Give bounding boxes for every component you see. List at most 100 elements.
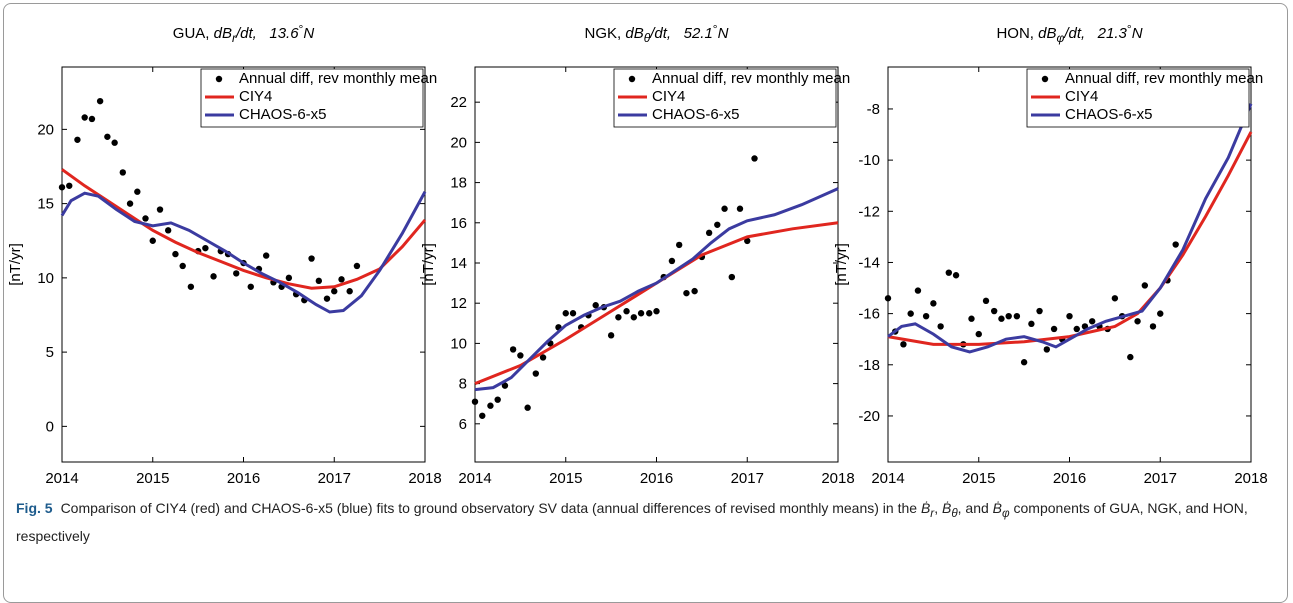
data-point (607, 332, 615, 339)
data-point (119, 169, 127, 176)
x-tick-label: 2015 (549, 470, 582, 487)
data-point (998, 315, 1005, 322)
data-point (937, 323, 944, 330)
title-part: /dt, 21.3 (1063, 25, 1127, 42)
data-point (149, 237, 156, 244)
data-point (66, 182, 73, 189)
y-tick-label: -16 (858, 306, 880, 323)
title-part: ° (1127, 22, 1132, 36)
data-point (202, 244, 209, 252)
x-tick-label: 2014 (45, 470, 78, 487)
data-point (58, 184, 66, 191)
legend-box (1026, 68, 1250, 128)
caption-text: components of GUA, NGK, and HON, respect… (16, 500, 1248, 544)
title-part: HON, (996, 25, 1038, 42)
y-tick-label: 18 (450, 175, 467, 192)
data-line (61, 168, 427, 290)
data-point (1141, 282, 1149, 289)
page: GUA, dBr/dt, 13.6°N 0 5 10 15 20 2014 2015 2016 2… (3, 3, 1288, 603)
y-tick-label: 5 (46, 344, 54, 361)
x-tick-label: 2018 (821, 470, 854, 487)
x-tick-label: 2016 (640, 470, 673, 487)
y-tick-label: -8 (867, 101, 880, 118)
data-point (308, 255, 315, 262)
y-tick-label: 10 (450, 335, 467, 352)
data-point (982, 297, 990, 305)
legend-label: CHAOS-6-x5 (1065, 106, 1153, 123)
data-point (142, 215, 149, 222)
data-point (1043, 346, 1051, 353)
data-point (721, 205, 728, 212)
data-point (262, 252, 270, 259)
data-point (539, 354, 547, 361)
legend-label: CIY4 (1065, 88, 1098, 105)
legend-label: CHAOS-6-x5 (239, 106, 327, 123)
data-point (74, 136, 81, 143)
data-line (887, 103, 1253, 354)
data-point (494, 396, 501, 403)
title-part: r (232, 31, 237, 45)
y-tick-label: 0 (46, 418, 54, 435)
data-point (524, 404, 531, 411)
y-tick-label: -10 (858, 152, 880, 169)
y-tick-label: 22 (450, 94, 467, 111)
data-point (179, 262, 186, 270)
legend-label: CHAOS-6-x5 (652, 106, 740, 123)
legend-box (200, 68, 424, 128)
caption-symbol-base: Ḃ (941, 500, 952, 516)
data-point (164, 227, 172, 234)
caption-label: Fig. 5 (16, 500, 53, 516)
data-point (952, 272, 960, 279)
data-point (930, 300, 937, 307)
data-point (637, 310, 645, 317)
title-part: N (1132, 25, 1143, 42)
title-part: NGK, (585, 25, 626, 42)
data-point (1050, 325, 1058, 333)
y-tick-label: 6 (459, 416, 467, 433)
data-point (615, 314, 622, 321)
x-tick-label: 2014 (458, 470, 491, 487)
data-point (88, 115, 96, 123)
data-point (1149, 323, 1157, 330)
data-line (474, 187, 839, 392)
data-point (907, 310, 914, 317)
title-part: ° (299, 22, 304, 36)
y-axis-label: [nT/yr] (833, 243, 850, 286)
title-part: φ (1057, 31, 1065, 45)
data-point (1073, 325, 1080, 333)
data-point (683, 289, 690, 297)
data-point (623, 308, 630, 315)
caption-symbol-sub: φ (1002, 506, 1010, 520)
data-point (353, 262, 361, 270)
x-tick-label: 2017 (1144, 470, 1177, 487)
data-point (532, 370, 540, 377)
y-tick-label: 10 (37, 270, 54, 287)
title-part: /dt, 52.1 (649, 25, 713, 42)
y-tick-label: 8 (459, 376, 467, 393)
chart-title: GUA, dBr/dt, 13.6°N (173, 22, 315, 46)
title-part: GUA, (173, 25, 214, 42)
data-point (1020, 359, 1028, 366)
data-point (675, 241, 683, 249)
legend-label: CIY4 (652, 88, 685, 105)
legend-label: Annual diff, rev monthly mean (239, 70, 437, 87)
data-point (1028, 320, 1035, 328)
legend-marker (628, 75, 636, 83)
data-point (187, 283, 195, 290)
data-point (210, 273, 217, 280)
y-tick-label: -12 (858, 203, 880, 220)
x-tick-label: 2016 (227, 470, 260, 487)
data-point (705, 229, 713, 237)
data-point (323, 295, 331, 302)
data-point (134, 188, 141, 195)
chart: GUA, dBr/dt, 13.6°N 0 5 10 15 20 2014 2015 2016 2… (7, 22, 442, 487)
plot-area (474, 66, 839, 463)
caption-symbol: Ḃr (921, 500, 934, 520)
legend-box (613, 68, 837, 128)
title-part: /dt, 13.6 (235, 25, 299, 42)
title-part: dB (214, 25, 232, 42)
data-point (315, 277, 323, 285)
data-point (1005, 312, 1012, 320)
caption-symbol-sub: θ (951, 506, 958, 520)
y-tick-label: -18 (858, 357, 880, 374)
